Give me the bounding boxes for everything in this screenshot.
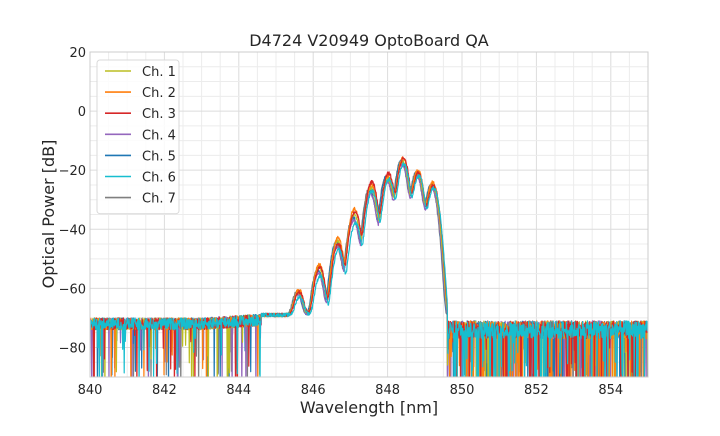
y-axis-title: Optical Power [dB]	[39, 140, 58, 289]
legend: Ch. 1 Ch. 2 Ch. 3 Ch. 4 Ch. 5 Ch. 6 Ch. 7	[96, 59, 180, 215]
x-tick-labels: 840 842 844 846 848 850 852 854	[78, 383, 624, 398]
legend-label: Ch. 1	[142, 65, 176, 80]
x-tick-label: 852	[524, 383, 549, 398]
legend-label: Ch. 3	[142, 107, 176, 122]
series-layer	[90, 156, 648, 377]
x-tick-label: 848	[375, 383, 400, 398]
x-tick-label: 840	[78, 383, 103, 398]
legend-label: Ch. 2	[142, 86, 176, 101]
y-tick-label: −20	[59, 164, 86, 179]
legend-label: Ch. 7	[142, 192, 176, 207]
x-tick-label: 850	[450, 383, 475, 398]
legend-label: Ch. 6	[142, 171, 176, 186]
y-tick-label: 20	[69, 46, 86, 61]
y-tick-label: −40	[59, 223, 86, 238]
y-tick-label: −80	[59, 341, 86, 356]
legend-frame	[96, 59, 180, 215]
x-tick-label: 844	[226, 383, 251, 398]
x-tick-label: 842	[152, 383, 177, 398]
plot-frame	[89, 51, 649, 378]
chart-title: D4724 V20949 OptoBoard QA	[249, 31, 489, 50]
legend-label: Ch. 5	[142, 149, 176, 164]
legend-label: Ch. 4	[142, 128, 176, 143]
series-line	[90, 162, 648, 377]
y-tick-labels: −80 −60 −40 −20 0 20	[59, 46, 86, 356]
x-tick-label: 846	[301, 383, 326, 398]
x-tick-label: 854	[598, 383, 623, 398]
y-tick-label: −60	[59, 282, 86, 297]
x-axis-title: Wavelength [nm]	[300, 398, 438, 417]
y-tick-label: 0	[78, 105, 86, 120]
